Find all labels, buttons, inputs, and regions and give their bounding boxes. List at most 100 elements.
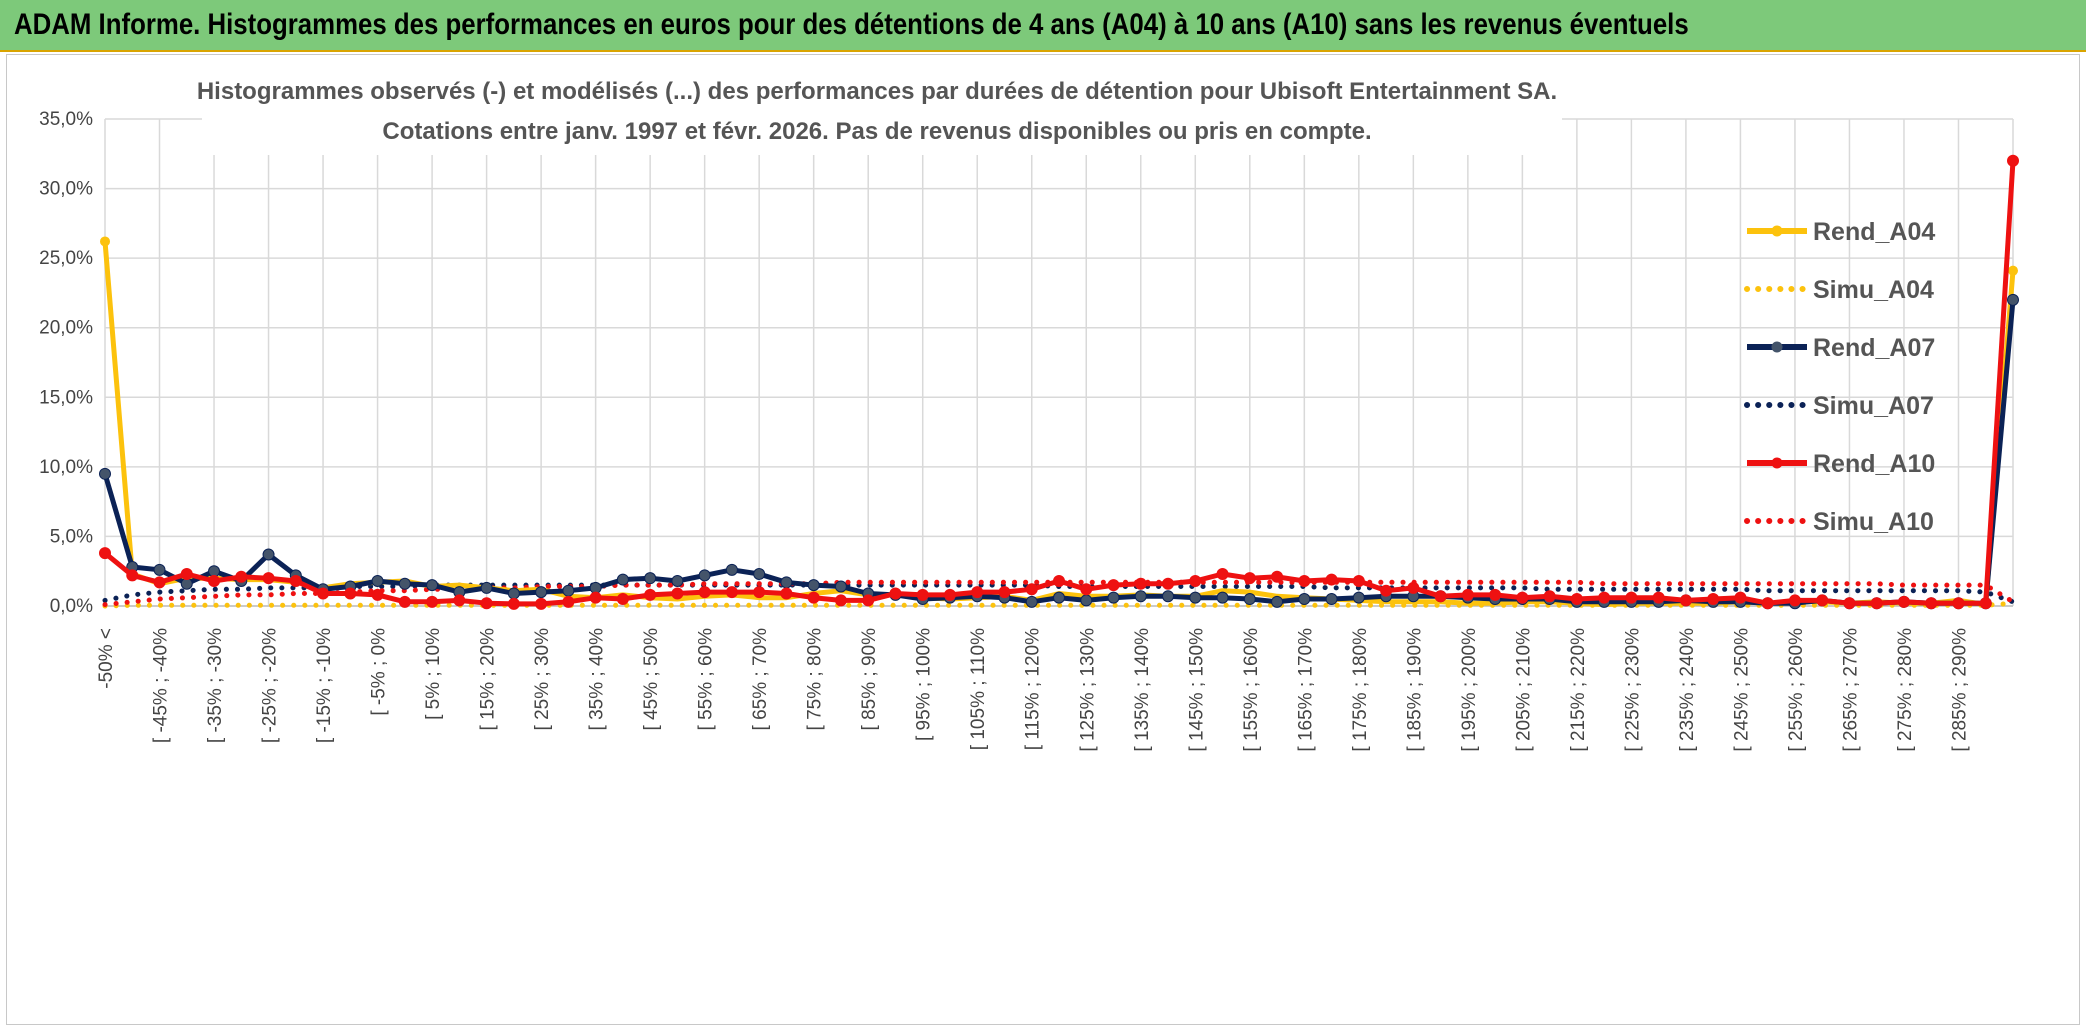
data-point-Rend_A10 bbox=[1598, 591, 1611, 604]
data-point-Rend_A07 bbox=[1216, 591, 1229, 604]
x-tick-label: [ 65% ; 70% bbox=[750, 628, 771, 731]
x-tick-label: [ 215% ; 220% bbox=[1568, 628, 1589, 752]
data-point-Rend_A04 bbox=[2008, 265, 2018, 276]
x-tick-label: [ 95% ; 100% bbox=[914, 628, 935, 741]
x-tick-label: [ 55% ; 60% bbox=[696, 628, 717, 731]
data-point-Rend_A10 bbox=[344, 587, 357, 600]
data-point-Rend_A10 bbox=[1489, 588, 1502, 601]
data-point-Rend_A10 bbox=[99, 547, 111, 560]
data-point-Rend_A10 bbox=[180, 567, 193, 580]
x-tick-label: [ 35% ; 40% bbox=[587, 628, 608, 731]
legend-item-Simu_A07: Simu_A07 bbox=[1744, 392, 1934, 420]
data-point-Rend_A07 bbox=[2007, 293, 2019, 306]
data-point-Rend_A10 bbox=[725, 586, 738, 599]
data-point-Rend_A07 bbox=[153, 563, 166, 576]
x-tick-label: [ 155% ; 160% bbox=[1241, 628, 1262, 752]
legend-label: Simu_A07 bbox=[1813, 392, 1934, 420]
data-point-Rend_A10 bbox=[1080, 583, 1093, 596]
data-point-Rend_A10 bbox=[1298, 574, 1311, 587]
data-point-Rend_A10 bbox=[289, 574, 302, 587]
data-point-Rend_A10 bbox=[1652, 591, 1665, 604]
y-tick-label: 25,0% bbox=[39, 248, 93, 269]
x-tick-label: [ -45% ; -40% bbox=[151, 628, 172, 743]
chart-title-background bbox=[202, 57, 1562, 155]
data-point-Rend_A10 bbox=[1570, 593, 1583, 606]
data-point-Rend_A10 bbox=[1380, 584, 1393, 597]
chart-title-line-1: Histogrammes observés (-) et modélisés (… bbox=[197, 78, 1557, 105]
data-point-Rend_A10 bbox=[1734, 591, 1747, 604]
legend-marker bbox=[1771, 457, 1783, 469]
data-point-Rend_A10 bbox=[943, 588, 956, 601]
data-point-Rend_A07 bbox=[1271, 595, 1284, 608]
data-point-Rend_A07 bbox=[1243, 593, 1256, 606]
data-point-Rend_A10 bbox=[1134, 577, 1147, 590]
x-tick-label: [ 265% ; 270% bbox=[1840, 628, 1861, 752]
data-point-Rend_A10 bbox=[916, 588, 929, 601]
data-point-Rend_A10 bbox=[1162, 577, 1175, 590]
data-point-Rend_A07 bbox=[99, 467, 111, 480]
legend-item-Rend_A10: Rend_A10 bbox=[1747, 450, 1935, 478]
data-point-Rend_A10 bbox=[262, 572, 275, 585]
y-tick-label: 15,0% bbox=[39, 387, 93, 408]
data-point-Rend_A10 bbox=[1816, 594, 1829, 607]
data-point-Rend_A10 bbox=[235, 570, 248, 583]
x-axis-labels: -50% < [ -45% ; -40% [ -35% ; -30% [ -25% ;… bbox=[96, 628, 1970, 752]
histogram-chart: 0,0% 5,0% 10,0% 15,0% 20,0% 25,0% 30,0% 35,0% -… bbox=[39, 57, 2019, 752]
data-point-Rend_A07 bbox=[1025, 595, 1038, 608]
chart-title-line-2: Cotations entre janv. 1997 et févr. 2026… bbox=[382, 118, 1371, 145]
x-tick-label: [ 15% ; 20% bbox=[478, 628, 499, 731]
series-line-Rend_A04 bbox=[102, 241, 2016, 608]
data-point-Rend_A10 bbox=[208, 574, 221, 587]
chart-title: Histogrammes observés (-) et modélisés (… bbox=[197, 57, 1562, 155]
data-point-Rend_A10 bbox=[780, 587, 793, 600]
data-point-Rend_A10 bbox=[371, 588, 384, 601]
chart-frame: 0,0% 5,0% 10,0% 15,0% 20,0% 25,0% 30,0% 35,0% -… bbox=[6, 54, 2080, 1025]
data-point-Rend_A07 bbox=[426, 579, 439, 592]
data-point-Rend_A10 bbox=[698, 586, 711, 599]
legend-label: Simu_A04 bbox=[1813, 276, 1934, 304]
data-point-Rend_A07 bbox=[834, 580, 847, 593]
data-point-Rend_A10 bbox=[644, 588, 657, 601]
series-line-Rend_A07 bbox=[102, 299, 2016, 606]
data-point-Rend_A10 bbox=[1325, 573, 1338, 586]
x-tick-label: [ 235% ; 240% bbox=[1677, 628, 1698, 752]
legend-label: Rend_A10 bbox=[1813, 450, 1935, 478]
data-point-Rend_A07 bbox=[1298, 593, 1311, 606]
data-point-Rend_A10 bbox=[1271, 570, 1284, 583]
data-point-Rend_A10 bbox=[1761, 597, 1774, 610]
x-tick-label: [ 25% ; 30% bbox=[532, 628, 553, 731]
y-axis-labels: 0,0% 5,0% 10,0% 15,0% 20,0% 25,0% 30,0% 35,0% bbox=[39, 109, 93, 617]
data-point-Rend_A10 bbox=[153, 576, 166, 589]
data-point-Rend_A10 bbox=[1897, 595, 1910, 608]
gridlines bbox=[104, 118, 2014, 607]
report-title: ADAM Informe. Histogrammes des performan… bbox=[14, 8, 1689, 41]
data-point-Rend_A10 bbox=[1434, 590, 1447, 603]
legend-item-Simu_A10: Simu_A10 bbox=[1744, 508, 1934, 536]
x-tick-label: [ 5% ; 10% bbox=[423, 628, 444, 720]
x-tick-label: [ 125% ; 130% bbox=[1077, 628, 1098, 752]
data-point-Rend_A10 bbox=[998, 586, 1011, 599]
legend-marker bbox=[1771, 225, 1783, 237]
x-tick-label: [ 245% ; 250% bbox=[1731, 628, 1752, 752]
x-tick-label: -50% < bbox=[96, 628, 117, 689]
data-point-Rend_A10 bbox=[535, 597, 548, 610]
series-Rend_A07 bbox=[99, 293, 2019, 610]
y-tick-label: 10,0% bbox=[39, 457, 93, 478]
x-tick-label: [ 45% ; 50% bbox=[641, 628, 662, 731]
x-tick-label: [ -15% ; -10% bbox=[314, 628, 335, 743]
x-tick-label: [ 275% ; 280% bbox=[1895, 628, 1916, 752]
data-point-Rend_A10 bbox=[1925, 597, 1938, 610]
data-point-Rend_A07 bbox=[398, 577, 411, 590]
x-tick-label: [ -5% ; 0% bbox=[369, 628, 390, 716]
y-tick-label: 35,0% bbox=[39, 109, 93, 130]
data-point-Rend_A07 bbox=[644, 572, 657, 585]
data-point-Rend_A10 bbox=[1543, 590, 1556, 603]
y-tick-label: 30,0% bbox=[39, 179, 93, 200]
data-point-Rend_A10 bbox=[616, 593, 629, 606]
title-banner: ADAM Informe. Histogrammes des performan… bbox=[0, 0, 2086, 52]
x-tick-label: [ 145% ; 150% bbox=[1186, 628, 1207, 752]
legend-marker bbox=[1771, 341, 1783, 353]
y-tick-label: 20,0% bbox=[39, 318, 93, 339]
data-point-Rend_A10 bbox=[2007, 154, 2019, 167]
data-point-Rend_A07 bbox=[1162, 590, 1175, 603]
